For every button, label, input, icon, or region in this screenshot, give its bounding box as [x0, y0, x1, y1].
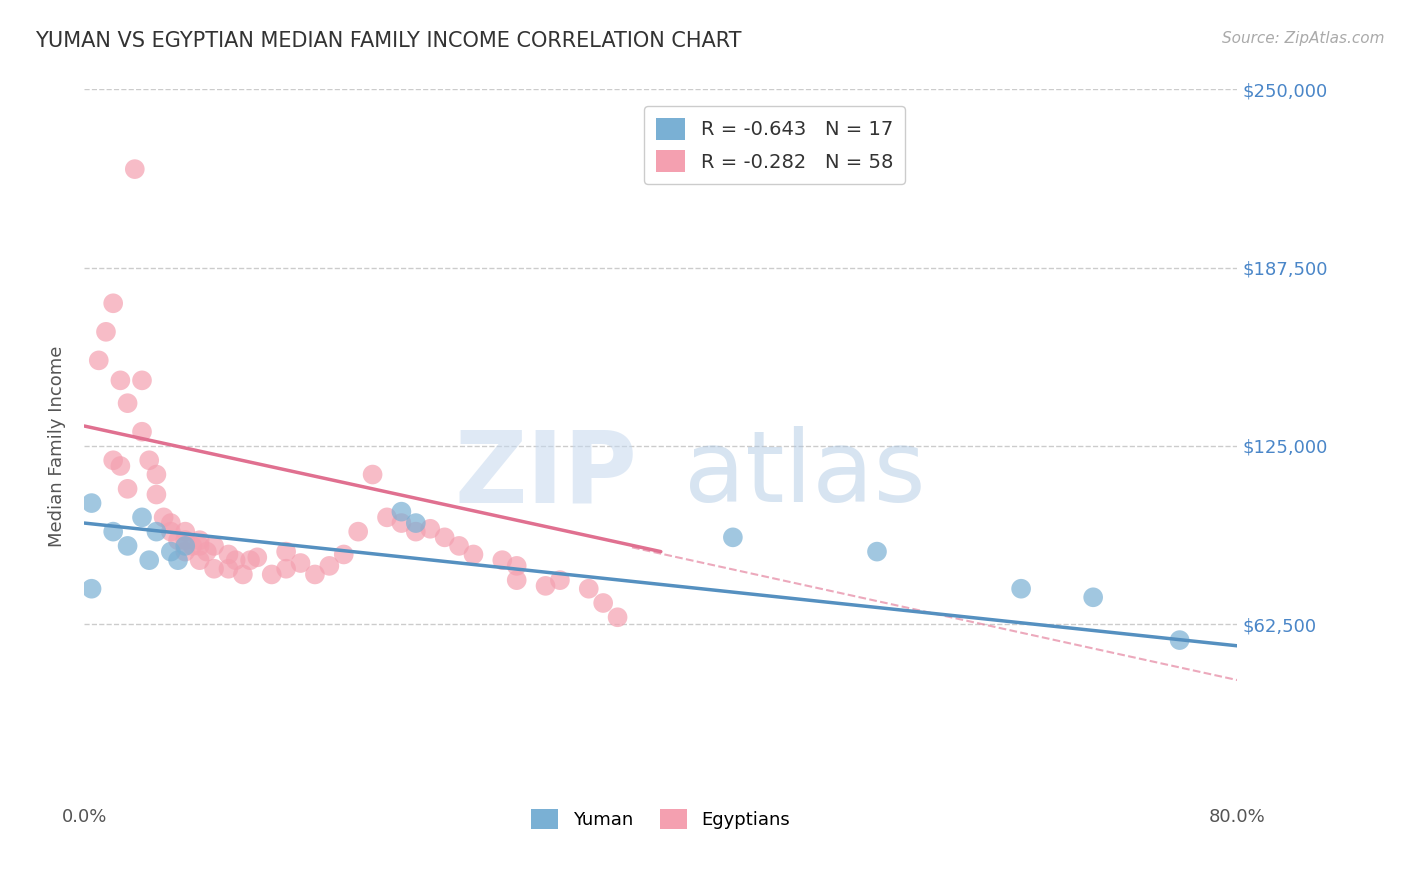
Legend: Yuman, Egyptians: Yuman, Egyptians	[524, 801, 797, 837]
Point	[103, 296, 124, 310]
Point	[391, 516, 413, 530]
Point	[188, 539, 211, 553]
Point	[80, 582, 103, 596]
Point	[239, 553, 262, 567]
Point	[232, 567, 254, 582]
Text: ZIP: ZIP	[456, 426, 638, 523]
Point	[80, 496, 103, 510]
Point	[506, 558, 529, 573]
Point	[433, 530, 456, 544]
Point	[110, 373, 132, 387]
Point	[304, 567, 326, 582]
Point	[534, 579, 557, 593]
Point	[1010, 582, 1032, 596]
Point	[276, 544, 298, 558]
Point	[174, 524, 197, 539]
Text: Source: ZipAtlas.com: Source: ZipAtlas.com	[1222, 31, 1385, 46]
Point	[181, 539, 204, 553]
Point	[866, 544, 889, 558]
Point	[606, 610, 628, 624]
Point	[87, 353, 110, 368]
Point	[188, 533, 211, 548]
Point	[506, 573, 529, 587]
Text: atlas: atlas	[683, 426, 925, 523]
Point	[721, 530, 744, 544]
Point	[117, 482, 139, 496]
Y-axis label: Median Family Income: Median Family Income	[48, 345, 66, 547]
Point	[246, 550, 269, 565]
Point	[218, 562, 240, 576]
Point	[449, 539, 471, 553]
Point	[548, 573, 571, 587]
Text: YUMAN VS EGYPTIAN MEDIAN FAMILY INCOME CORRELATION CHART: YUMAN VS EGYPTIAN MEDIAN FAMILY INCOME C…	[35, 31, 741, 51]
Point	[117, 396, 139, 410]
Point	[174, 544, 197, 558]
Point	[131, 373, 153, 387]
Point	[103, 524, 124, 539]
Point	[391, 505, 413, 519]
Point	[218, 548, 240, 562]
Point	[290, 556, 312, 570]
Point	[145, 467, 167, 482]
Point	[463, 548, 485, 562]
Point	[375, 510, 398, 524]
Point	[145, 524, 167, 539]
Point	[491, 553, 513, 567]
Point	[225, 553, 247, 567]
Point	[160, 516, 183, 530]
Point	[405, 516, 427, 530]
Point	[167, 533, 190, 548]
Point	[419, 522, 441, 536]
Point	[131, 510, 153, 524]
Point	[174, 533, 197, 548]
Point	[117, 539, 139, 553]
Point	[152, 510, 174, 524]
Point	[202, 539, 225, 553]
Point	[145, 487, 167, 501]
Point	[195, 544, 218, 558]
Point	[1168, 633, 1191, 648]
Point	[110, 458, 132, 473]
Point	[94, 325, 117, 339]
Point	[103, 453, 124, 467]
Point	[333, 548, 356, 562]
Point	[276, 562, 298, 576]
Point	[167, 553, 190, 567]
Point	[361, 467, 384, 482]
Point	[160, 544, 183, 558]
Point	[260, 567, 283, 582]
Point	[592, 596, 614, 610]
Point	[578, 582, 600, 596]
Point	[131, 425, 153, 439]
Point	[347, 524, 370, 539]
Point	[1083, 591, 1105, 605]
Point	[138, 553, 160, 567]
Point	[405, 524, 427, 539]
Point	[138, 453, 160, 467]
Point	[202, 562, 225, 576]
Point	[174, 539, 197, 553]
Point	[124, 162, 146, 177]
Point	[318, 558, 340, 573]
Point	[160, 524, 183, 539]
Point	[188, 553, 211, 567]
